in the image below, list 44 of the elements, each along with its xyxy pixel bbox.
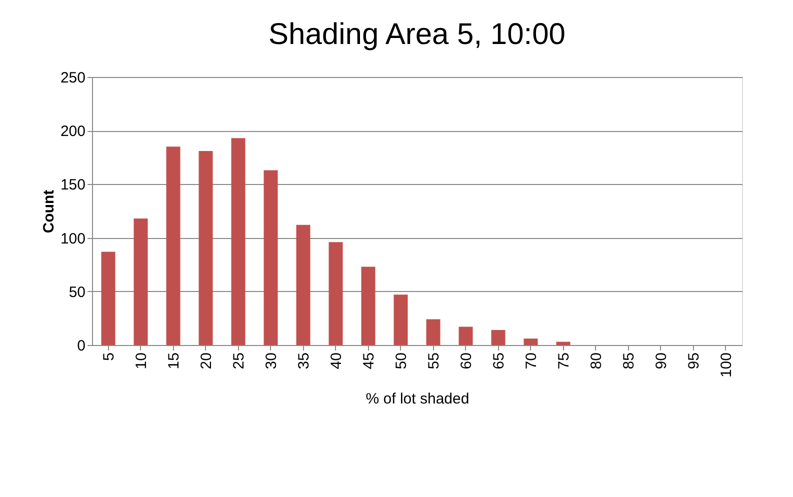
bar — [458, 326, 473, 345]
x-tick-label: 5 — [100, 352, 118, 361]
x-tick-label: 40 — [328, 352, 345, 370]
x-tick-label: 10 — [132, 352, 150, 370]
bar — [166, 146, 180, 345]
bar — [556, 342, 570, 345]
y-tick-label: 100 — [60, 230, 86, 248]
bar — [264, 170, 278, 345]
x-tick-label: 30 — [262, 352, 280, 370]
x-tick-label: 90 — [652, 352, 670, 370]
x-tick-label: 15 — [165, 352, 182, 370]
x-tick-label: 100 — [718, 352, 735, 378]
bar — [394, 294, 408, 345]
y-tick-label: 50 — [68, 284, 86, 301]
y-tick-label: 200 — [60, 123, 86, 140]
x-tick-label: 65 — [490, 352, 508, 370]
x-tick-label: 85 — [620, 352, 638, 370]
y-tick-label: 250 — [60, 70, 86, 86]
x-axis-title: % of lot shaded — [366, 390, 470, 408]
x-tick-label: 60 — [458, 352, 475, 370]
x-tick-label: 20 — [198, 352, 215, 370]
bar — [134, 218, 148, 345]
x-tick-label: 70 — [522, 352, 540, 370]
x-tick-label: 80 — [588, 352, 605, 370]
x-tick-label: 55 — [425, 352, 442, 370]
bar — [296, 224, 310, 345]
y-tick-label: 150 — [60, 176, 86, 194]
y-axis-title: Count — [40, 190, 58, 234]
bar — [198, 150, 213, 345]
bar — [491, 330, 506, 345]
bar — [231, 138, 246, 345]
bar — [426, 319, 440, 345]
x-tick-label: 45 — [360, 352, 378, 370]
x-tick-label: 35 — [295, 352, 312, 370]
bar — [328, 242, 343, 345]
bar — [101, 252, 116, 345]
bar — [524, 338, 538, 345]
bar — [361, 266, 376, 345]
x-tick-label: 95 — [685, 352, 702, 370]
x-tick-label: 25 — [230, 352, 248, 370]
x-tick-label: 50 — [392, 352, 410, 370]
x-tick-label: 75 — [555, 352, 572, 370]
y-tick-label: 0 — [77, 338, 86, 354]
chart-title: Shading Area 5, 10:00 — [268, 18, 566, 51]
